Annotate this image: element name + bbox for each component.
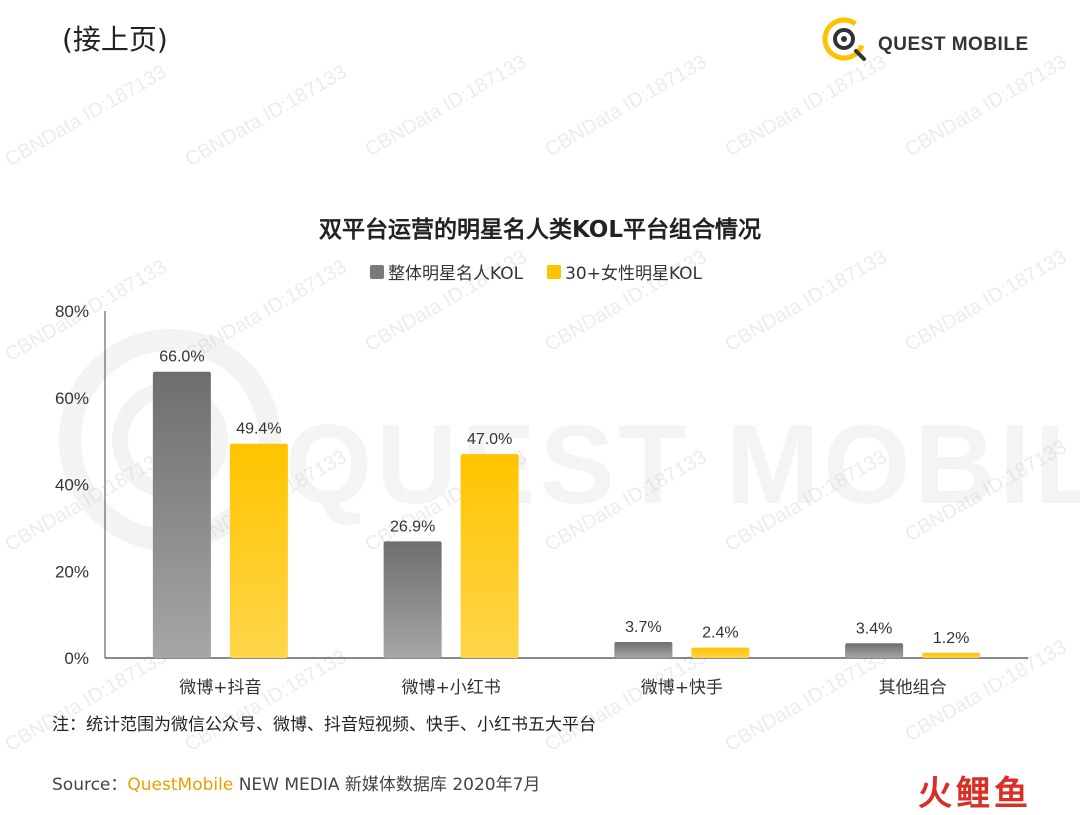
data-label: 3.4% (856, 620, 892, 637)
data-label: 26.9% (390, 518, 435, 535)
chart-legend: 整体明星名人KOL 30+女性明星KOL (370, 259, 702, 284)
y-tick-label: 60% (55, 389, 89, 408)
x-tick-label: 微博+小红书 (402, 678, 501, 698)
data-label: 2.4% (702, 625, 738, 642)
bar-series-2 (460, 454, 519, 658)
source-line: Source：QuestMobile NEW MEDIA 新媒体数据库 2020… (52, 770, 540, 795)
bar-series-1 (845, 643, 904, 658)
legend-item-series-2: 30+女性明星KOL (547, 259, 702, 284)
y-tick-label: 20% (55, 562, 89, 581)
data-label: 3.7% (625, 619, 661, 636)
corner-brand-logo: 火鲤鱼 (918, 774, 1032, 814)
legend-swatch-series-1 (370, 264, 384, 279)
y-tick-label: 40% (55, 476, 89, 495)
data-label: 1.2% (933, 630, 969, 647)
data-label: 66.0% (159, 349, 204, 366)
legend-item-series-1: 整体明星名人KOL (370, 259, 523, 284)
data-label: 49.4% (236, 421, 281, 438)
logo-text: QUEST MOBILE (878, 34, 1029, 55)
bar-series-2 (691, 647, 750, 658)
chart-title: 双平台运营的明星名人类KOL平台组合情况 (319, 217, 761, 243)
legend-swatch-series-2 (547, 264, 562, 279)
source-detail: NEW MEDIA 新媒体数据库 2020年7月 (233, 775, 541, 795)
continued-from-previous-label: (接上页) (62, 23, 168, 56)
y-tick-label: 0% (64, 649, 89, 668)
bar-series-2 (229, 443, 288, 658)
legend-label-series-2: 30+女性明星KOL (565, 264, 703, 284)
chart-footnote: 注：统计范围为微信公众号、微博、抖音短视频、快手、小红书五大平台 (52, 715, 596, 735)
source-prefix: Source： (52, 775, 128, 795)
bar-series-2 (922, 652, 981, 658)
questmobile-logo: QUEST MOBILE (818, 14, 1038, 64)
bar-series-1 (383, 541, 442, 658)
x-tick-label: 其他组合 (879, 678, 947, 698)
x-tick-label: 微博+抖音 (179, 678, 261, 698)
y-tick-label: 80% (55, 302, 89, 321)
x-tick-label: 微博+快手 (641, 678, 723, 698)
source-brand: QuestMobile (127, 775, 234, 795)
questmobile-logo-icon (822, 17, 866, 61)
bar-series-1 (614, 641, 673, 658)
bar-series-1 (152, 371, 211, 658)
legend-label-series-1: 整体明星名人KOL (388, 264, 524, 284)
data-label: 47.0% (467, 431, 512, 448)
